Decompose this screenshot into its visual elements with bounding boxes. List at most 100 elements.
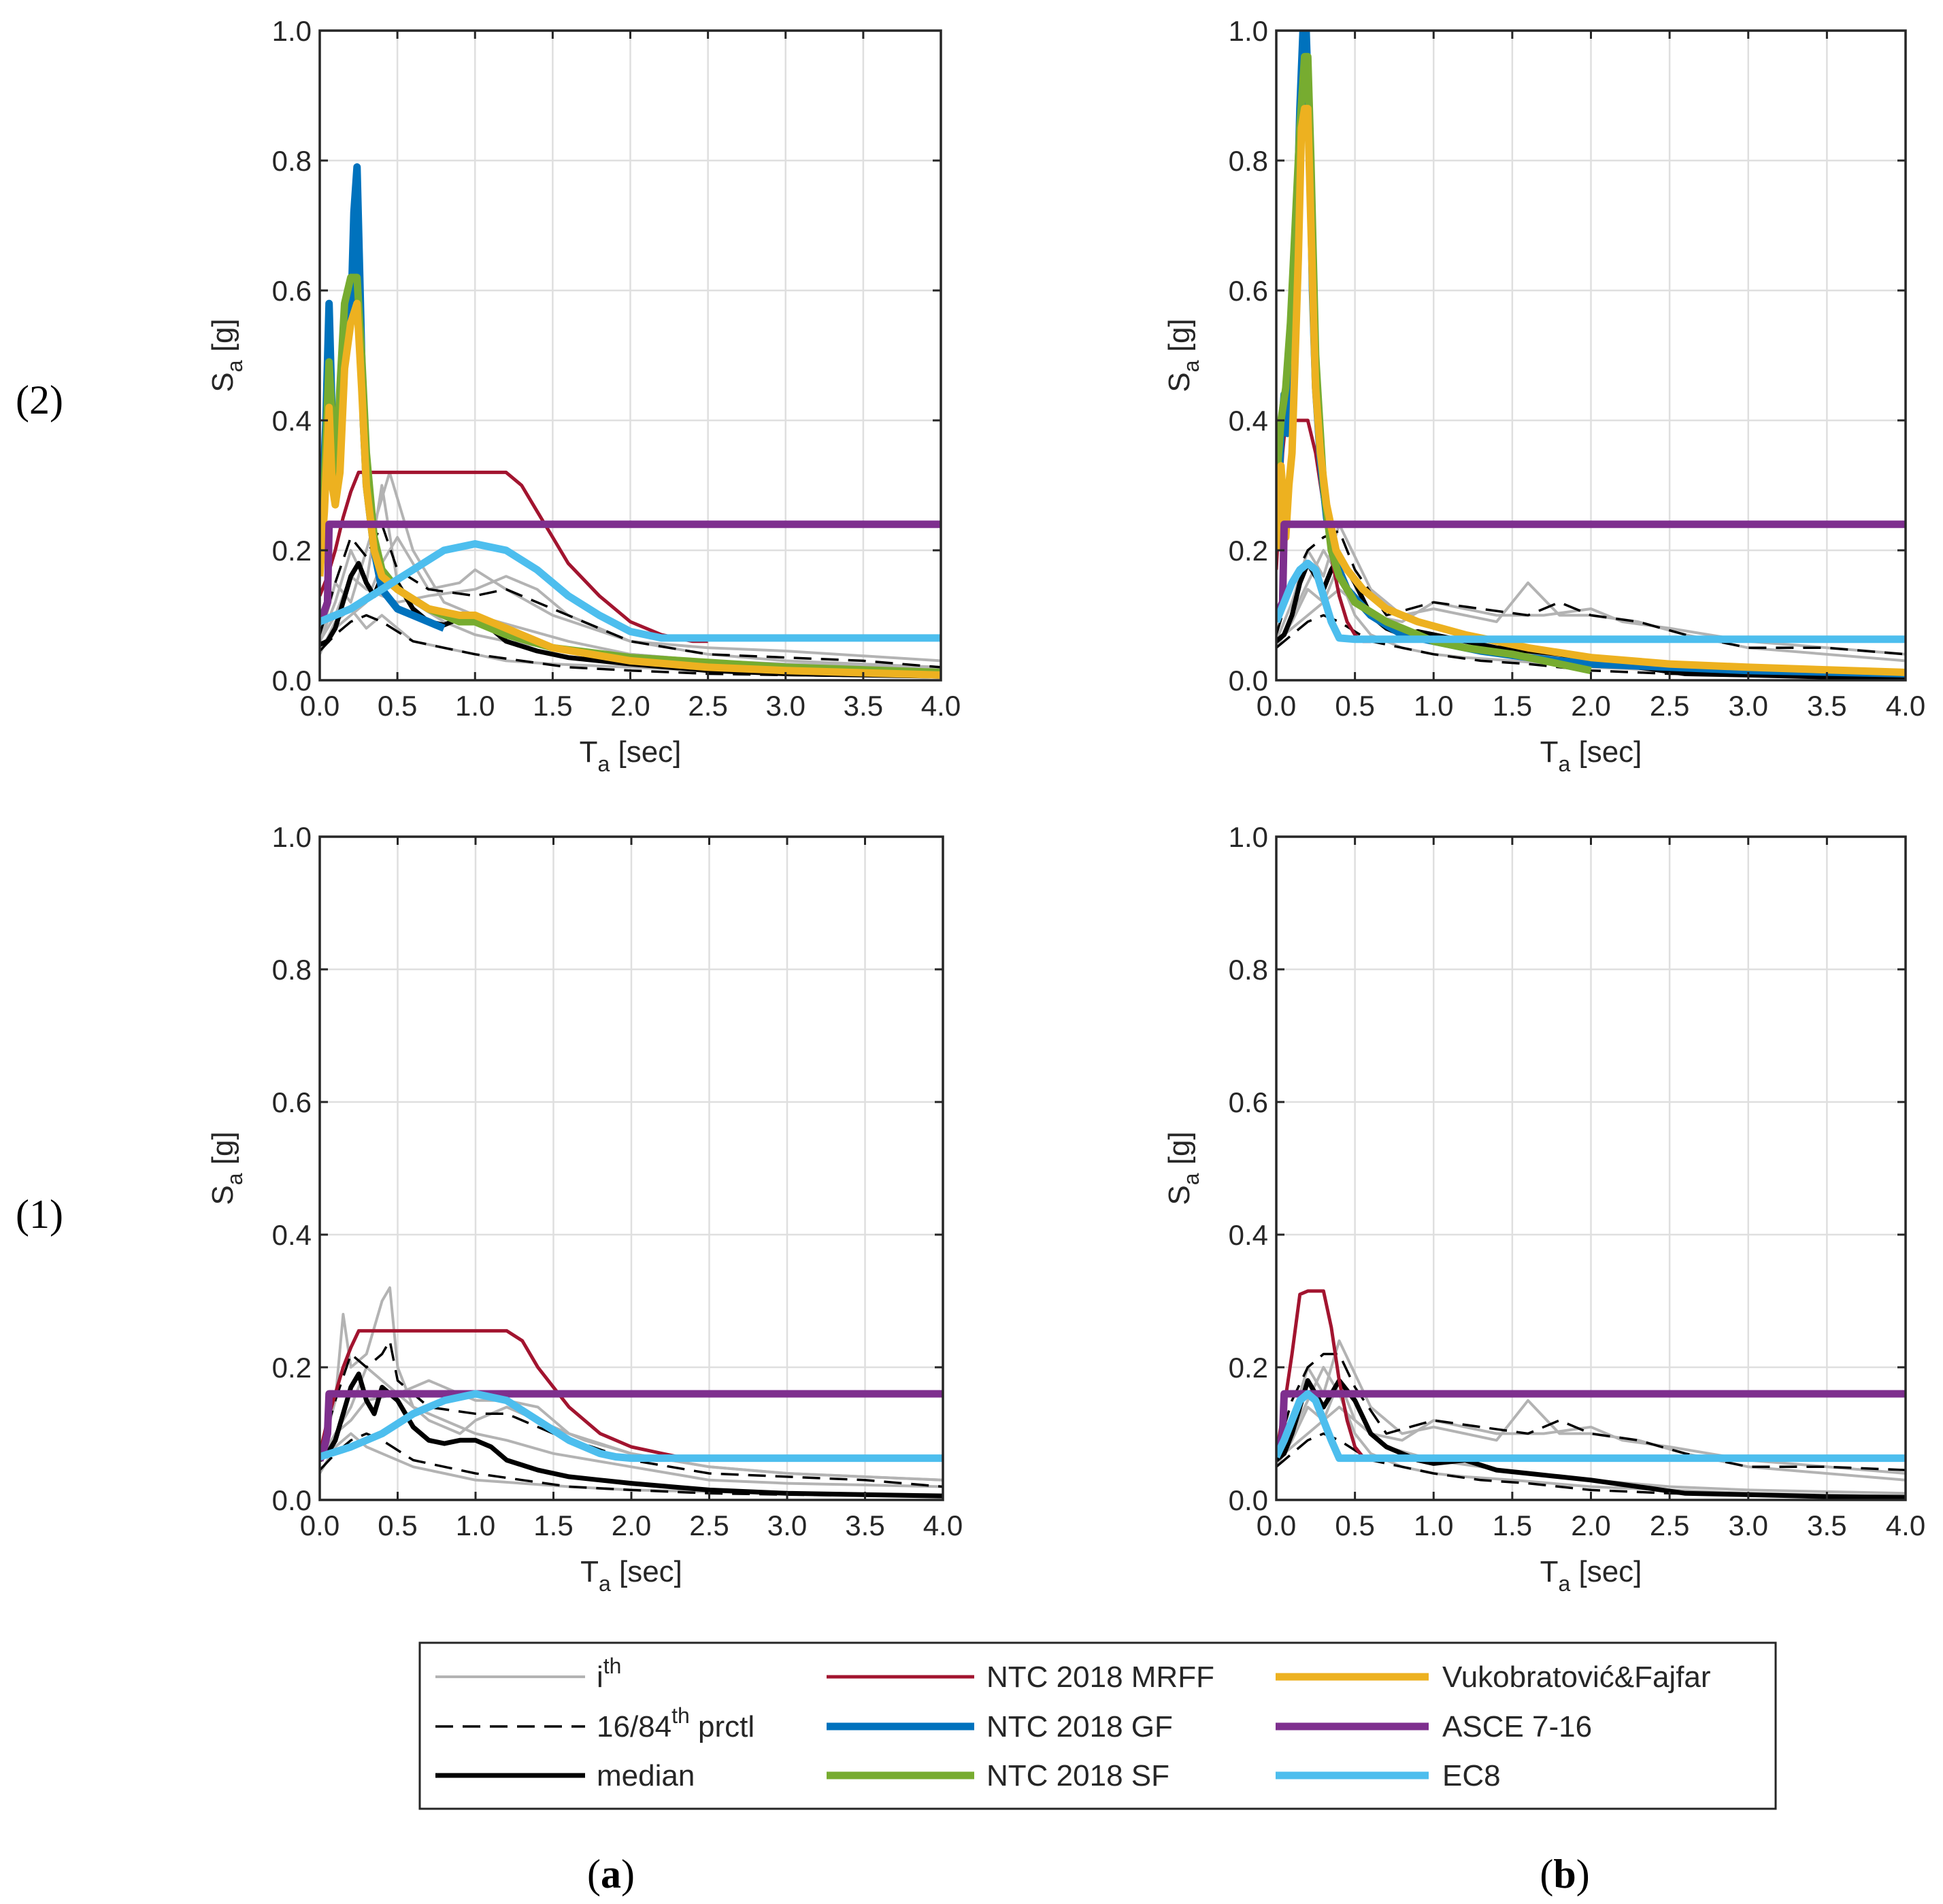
series-line-prctl: [320, 523, 941, 669]
x-tick-label: 1.5: [1493, 690, 1532, 722]
y-tick-label: 0.6: [1229, 1086, 1268, 1118]
x-tick-label: 3.5: [845, 1509, 884, 1541]
x-tick-label: 2.5: [1650, 1509, 1689, 1541]
y-tick-label: 0.6: [272, 1086, 312, 1118]
legend-label: Vukobratović&Fajfar: [1442, 1660, 1711, 1694]
series-group: [320, 163, 941, 679]
x-tick-label: 0.5: [1335, 690, 1374, 722]
x-tick-label: 2.0: [1571, 690, 1610, 722]
y-tick-label: 0.2: [272, 535, 312, 567]
y-tick-label: 0.0: [272, 1484, 312, 1516]
x-tick-label: 2.5: [1650, 690, 1689, 722]
y-tick-label: 0.2: [1229, 535, 1268, 567]
chart-panel-1a: 0.0 0.5 1.0 1.5 2.0 2.5 3.0 3.5 4.0 0.0 0.2 0.4 0.6 0…: [206, 821, 963, 1596]
y-tick-label: 0.0: [1229, 1484, 1268, 1516]
x-axis-label: Ta [sec]: [1540, 1555, 1642, 1596]
y-tick-label: 1.0: [1229, 821, 1268, 853]
x-tick-label: 0.0: [1257, 1509, 1296, 1541]
series-line-median: [320, 1371, 943, 1499]
row-label-1: (1): [16, 1192, 63, 1237]
series-line-ec8: [1276, 1390, 1906, 1463]
x-axis-label: Ta [sec]: [580, 1555, 682, 1596]
y-axis-label: Sa [g]: [206, 1131, 247, 1205]
series-line-ith: [320, 575, 941, 663]
legend-item-ec8: EC8: [1276, 1759, 1501, 1792]
y-tick-label: 0.8: [272, 145, 312, 177]
x-tick-label: 0.5: [378, 690, 417, 722]
legend-label: NTC 2018 SF: [986, 1759, 1169, 1792]
x-tick-label: 0.0: [300, 690, 339, 722]
series-line-asce: [320, 520, 941, 624]
legend-item-median: median: [435, 1759, 695, 1792]
x-tick-label: 3.5: [844, 690, 883, 722]
x-tick-label: 2.0: [1571, 1509, 1610, 1541]
y-axis-label: Sa [g]: [206, 318, 247, 392]
legend-item-ith: ith: [435, 1654, 621, 1694]
svg-text:(b): (b): [1540, 1852, 1589, 1897]
x-tick-label: 1.0: [1414, 690, 1453, 722]
x-tick-label: 0.5: [378, 1509, 417, 1541]
y-tick-label: 0.6: [1229, 275, 1268, 307]
chart-panel-2b: 0.0 0.5 1.0 1.5 2.0 2.5 3.0 3.5 4.0 0.0 0.2 0.4 0.6 0…: [1163, 15, 1925, 776]
series-group: [1276, 31, 1906, 680]
series-line-mrff: [320, 470, 708, 644]
series-line-ith: [1276, 1379, 1906, 1495]
series-line-prctl: [1276, 614, 1906, 678]
legend-box: [418, 1641, 1777, 1810]
y-axis-label: Sa [g]: [1163, 1131, 1203, 1205]
x-tick-label: 4.0: [921, 690, 961, 722]
x-tick-label: 3.0: [1729, 1509, 1768, 1541]
series-group: [1276, 1289, 1906, 1500]
series-line-ec8: [320, 540, 941, 642]
y-tick-label: 0.2: [1229, 1352, 1268, 1384]
y-tick-label: 0.8: [1229, 145, 1268, 177]
legend-label: NTC 2018 MRFF: [986, 1660, 1214, 1694]
legend-item-mrff: NTC 2018 MRFF: [827, 1660, 1214, 1694]
legend-item-asce: ASCE 7-16: [1276, 1710, 1592, 1743]
y-tick-label: 0.0: [272, 665, 312, 697]
x-tick-label: 2.5: [688, 690, 727, 722]
series-line-prctl: [320, 1339, 943, 1488]
x-tick-label: 1.5: [533, 690, 572, 722]
series-line-vf: [320, 299, 941, 679]
y-tick-label: 0.6: [272, 275, 312, 307]
legend-item-sf: NTC 2018 SF: [827, 1759, 1169, 1792]
x-tick-label: 4.0: [923, 1509, 963, 1541]
legend-label: 16/84th prctl: [597, 1703, 754, 1743]
x-tick-label: 3.5: [1807, 690, 1846, 722]
x-tick-label: 4.0: [1886, 1509, 1925, 1541]
series-line-ec8: [320, 1390, 943, 1463]
x-tick-label: 3.0: [766, 690, 806, 722]
svg-text:(a): (a): [587, 1852, 635, 1897]
x-tick-label: 4.0: [1886, 690, 1925, 722]
series-line-ith: [320, 535, 941, 669]
series-line-ec8: [1276, 559, 1906, 644]
x-tick-label: 0.5: [1335, 1509, 1374, 1541]
legend-label: ASCE 7-16: [1442, 1710, 1592, 1743]
column-label-a-letter: a: [601, 1852, 621, 1897]
x-tick-label: 2.0: [610, 690, 650, 722]
legend-item-vf: Vukobratović&Fajfar: [1276, 1660, 1711, 1694]
x-tick-label: 1.5: [1493, 1509, 1532, 1541]
y-axis-label: Sa [g]: [1163, 318, 1203, 392]
chart-panel-2a: 0.0 0.5 1.0 1.5 2.0 2.5 3.0 3.5 4.0 0.0 0.2 0.4 0.6 0…: [206, 15, 961, 776]
x-tick-label: 1.5: [533, 1509, 573, 1541]
legend-label: EC8: [1442, 1759, 1501, 1792]
x-axis-label: Ta [sec]: [580, 735, 682, 776]
y-tick-label: 0.0: [1229, 665, 1268, 697]
x-tick-label: 2.5: [689, 1509, 729, 1541]
legend-label: ith: [597, 1654, 621, 1694]
series-group: [320, 1286, 943, 1499]
x-tick-label: 1.0: [455, 690, 495, 722]
series-line-prctl: [320, 614, 941, 678]
legend-label: NTC 2018 GF: [986, 1710, 1173, 1743]
legend-label: median: [597, 1759, 695, 1792]
y-tick-label: 0.2: [272, 1352, 312, 1384]
x-tick-label: 3.0: [767, 1509, 807, 1541]
legend-item-prctl: 16/84th prctl: [435, 1703, 754, 1743]
series-line-mrff: [1276, 1289, 1365, 1458]
legend-item-gf: NTC 2018 GF: [827, 1710, 1173, 1743]
series-line-vf: [1276, 105, 1906, 676]
x-tick-label: 3.5: [1807, 1509, 1846, 1541]
